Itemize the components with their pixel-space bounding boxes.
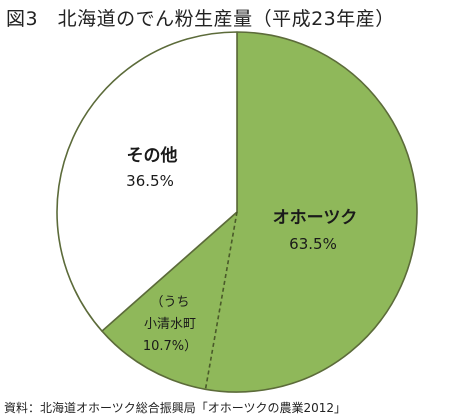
pie-slice-1 — [101, 31, 418, 393]
sub-slice-label-line-3: 10.7%） — [143, 339, 197, 354]
chart-title: 図3 北海道のでん粉生産量（平成23年産） — [6, 8, 395, 30]
slice-label-2: その他 — [127, 145, 178, 166]
slice-label-1: オホーツク — [273, 208, 358, 228]
pie-slice-2 — [56, 31, 238, 332]
sub-slice-divider — [204, 211, 238, 390]
sub-slice-label-line-2: 小清水町 — [144, 317, 196, 332]
source-note: 資料：北海道オホーツク総合振興局「オホーツクの農業2012」 — [4, 401, 347, 415]
slices-layer — [56, 31, 418, 393]
slice-value-1: 63.5% — [289, 235, 337, 253]
slice-value-2: 36.5% — [126, 172, 174, 190]
sub-slice-label-line-1: （うち — [150, 295, 189, 310]
